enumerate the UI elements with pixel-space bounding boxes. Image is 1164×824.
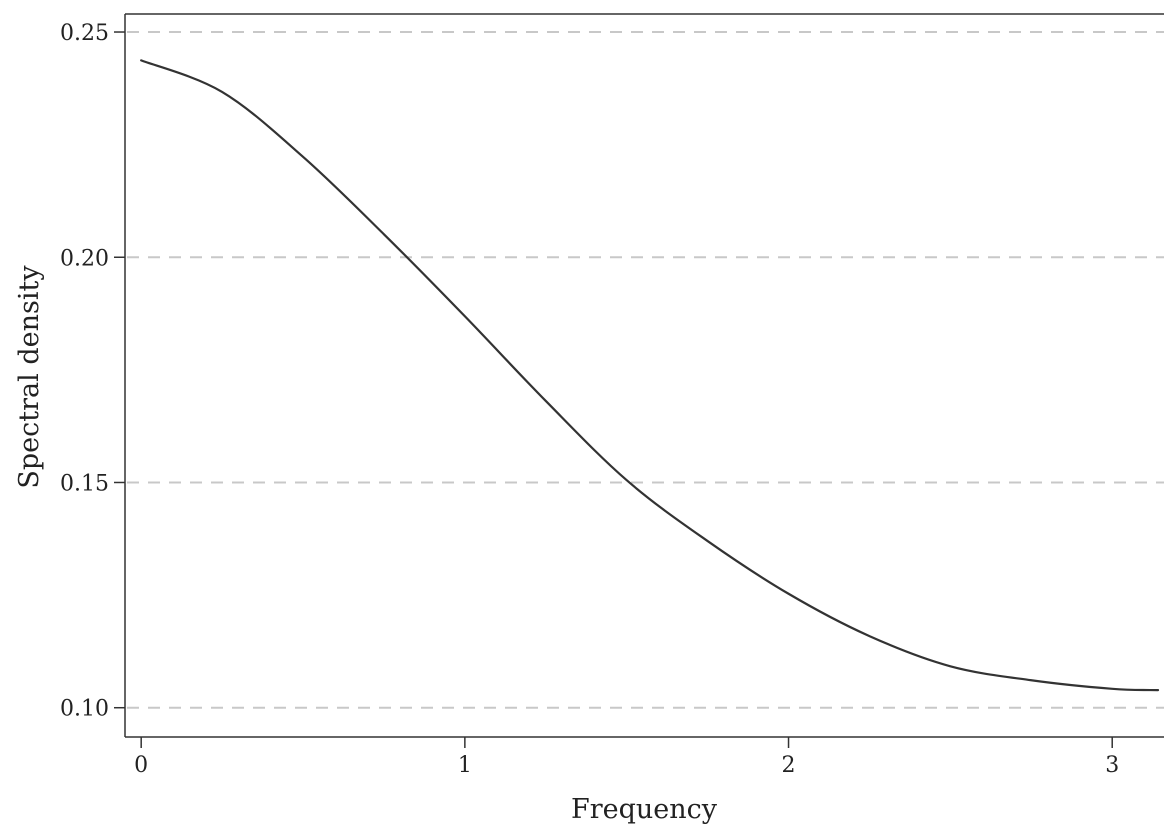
x-tick-label: 1: [458, 753, 472, 778]
axes-frame: [124, 13, 1164, 738]
x-tick-label: 3: [1105, 753, 1119, 778]
y-tick-label: 0.25: [60, 21, 109, 46]
plot-series: [140, 59, 1160, 692]
x-axis-title: Frequency: [571, 794, 718, 824]
x-tick-label: 0: [134, 753, 148, 778]
y-tick-label: 0.15: [60, 471, 109, 496]
y-axis-title: Spectral density: [14, 265, 45, 489]
y-tick-label: 0.20: [60, 246, 109, 271]
spectral-density-line: [140, 59, 1160, 692]
y-tick-label: 0.10: [60, 697, 109, 722]
x-axis-ticks: 0 1 2 3: [134, 737, 1119, 778]
x-tick-label: 2: [782, 753, 796, 778]
grid-lines: [127, 31, 1164, 709]
y-axis-ticks: 0.10 0.15 0.20 0.25: [60, 21, 125, 722]
